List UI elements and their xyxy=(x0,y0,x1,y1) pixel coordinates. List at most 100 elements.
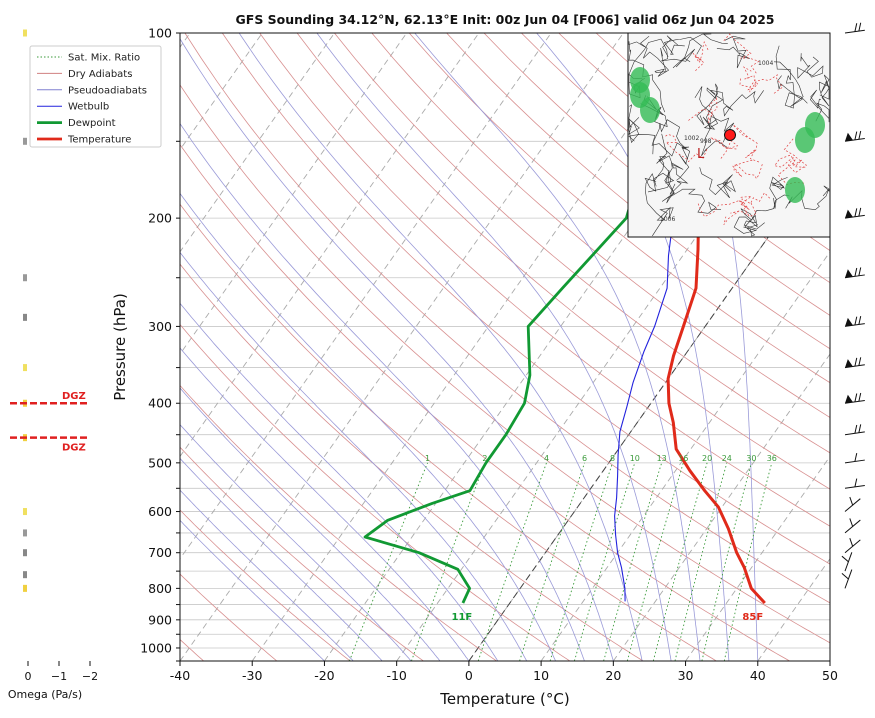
x-tick-label: -10 xyxy=(386,668,406,683)
mixing-ratio-line xyxy=(603,462,663,661)
barb-flag xyxy=(854,478,858,488)
legend-label: Wetbulb xyxy=(68,102,109,113)
dry-adiabat xyxy=(180,84,830,644)
omega-bar xyxy=(23,584,27,592)
wind-barb xyxy=(844,130,865,142)
y-tick-label: 100 xyxy=(148,26,172,41)
inset-contour xyxy=(696,83,724,130)
dry-adiabat xyxy=(180,143,790,661)
barb-flag xyxy=(849,538,854,547)
inset-label: 1006 xyxy=(660,216,675,223)
dry-adiabat xyxy=(371,33,830,418)
barb-staff xyxy=(844,552,853,572)
omega-bar xyxy=(23,508,27,516)
y-tick-label: 800 xyxy=(148,581,172,596)
isotherm-line xyxy=(180,33,335,253)
inset-contour xyxy=(819,74,830,107)
x-tick-label: -40 xyxy=(170,668,190,683)
isotherm-line xyxy=(180,33,624,661)
barb-flag xyxy=(854,453,858,462)
y-tick-label: 1000 xyxy=(140,640,172,655)
barb-staff xyxy=(844,519,861,534)
dry-adiabat xyxy=(259,33,830,527)
x-tick-label: -20 xyxy=(314,668,334,683)
dgz-label: DGZ xyxy=(62,391,86,402)
isotherm-line xyxy=(180,33,408,355)
inset-contour xyxy=(628,38,696,79)
isotherm-line xyxy=(251,33,696,661)
wind-barb xyxy=(844,478,865,489)
pseudoadiabat xyxy=(180,192,556,661)
chart-legend: Sat. Mix. Ratio Dry Adiabats Pseudoadiabat… xyxy=(29,45,162,148)
barb-flag xyxy=(858,207,862,217)
inset-contour xyxy=(733,214,759,237)
mixing-ratio-label: 36 xyxy=(767,454,777,463)
pseudoadiabat xyxy=(180,457,383,661)
y-tick-label: 400 xyxy=(148,396,172,411)
inset-contour xyxy=(645,173,674,237)
wind-barbs xyxy=(841,22,865,589)
inset-isobar xyxy=(723,202,757,225)
pseudoadiabat xyxy=(180,387,441,661)
inset-contour xyxy=(797,53,824,79)
inset-precip xyxy=(640,97,660,123)
omega-tick-label: −2 xyxy=(82,670,98,683)
barb-flag xyxy=(858,22,862,32)
inset-precip xyxy=(630,67,650,93)
pseudoadiabat xyxy=(414,33,701,661)
omega-bar xyxy=(23,274,27,282)
wind-barb xyxy=(844,453,865,464)
barb-staff xyxy=(844,485,865,489)
inset-contour xyxy=(775,45,808,109)
mixing-ratio-labels: 1 2 4 6 8 10 13 16 20 24 30 36 xyxy=(425,454,777,463)
pseudoadiabat xyxy=(536,33,730,661)
mixing-ratio-line xyxy=(626,462,684,661)
mixing-ratio-label: 16 xyxy=(678,454,688,463)
dry-adiabat xyxy=(221,33,830,565)
mixing-ratio-line xyxy=(348,462,429,661)
omega-panel: Omega (Pa/s) 0 −1 −2 DGZ DGZ xyxy=(8,29,98,701)
inset-label: 998 xyxy=(700,138,712,145)
dry-adiabat xyxy=(446,33,830,350)
inset-contour xyxy=(769,176,788,209)
dry-adiabat xyxy=(180,573,278,661)
barb-flag xyxy=(841,555,849,563)
barb-flag xyxy=(858,392,862,402)
mixing-ratio-label: 8 xyxy=(610,454,615,463)
barb-staff xyxy=(844,539,861,554)
barb-pennant xyxy=(845,394,853,404)
inset-contour xyxy=(740,194,790,230)
inset-isobar xyxy=(783,138,808,174)
y-axis-label: Pressure (hPa) xyxy=(111,293,129,401)
barb-pennant xyxy=(845,209,853,219)
legend-label: Dry Adiabats xyxy=(68,69,132,80)
mixing-ratio-line xyxy=(573,462,636,661)
inset-contour xyxy=(710,90,764,117)
pseudoadiabat xyxy=(180,489,354,661)
wind-barb xyxy=(844,496,861,512)
inset-isobar xyxy=(732,159,763,180)
inset-contour xyxy=(628,134,691,181)
y-tick-label: 700 xyxy=(148,545,172,560)
barb-staff xyxy=(844,498,861,512)
barb-staff xyxy=(844,323,865,327)
x-axis-label: Temperature (°C) xyxy=(439,690,569,708)
omega-bar xyxy=(23,571,27,579)
mixing-ratio-label: 10 xyxy=(630,454,640,463)
inset-isobar xyxy=(663,134,708,163)
wind-barb xyxy=(844,518,861,534)
background-lines xyxy=(180,33,830,661)
inset-contour xyxy=(716,35,750,69)
omega-tick-label: −1 xyxy=(51,670,67,683)
plot-frame xyxy=(179,32,831,662)
y-tick-label: 500 xyxy=(148,455,172,470)
mixing-ratio-line xyxy=(549,462,614,661)
isotherm-line xyxy=(540,251,830,661)
inset-contour xyxy=(647,162,684,202)
mixing-ratio-label: 13 xyxy=(657,454,667,463)
mixing-ratio-label: 1 xyxy=(425,454,430,463)
mixing-ratio-label: 2 xyxy=(482,454,487,463)
y-tick-label: 900 xyxy=(148,612,172,627)
